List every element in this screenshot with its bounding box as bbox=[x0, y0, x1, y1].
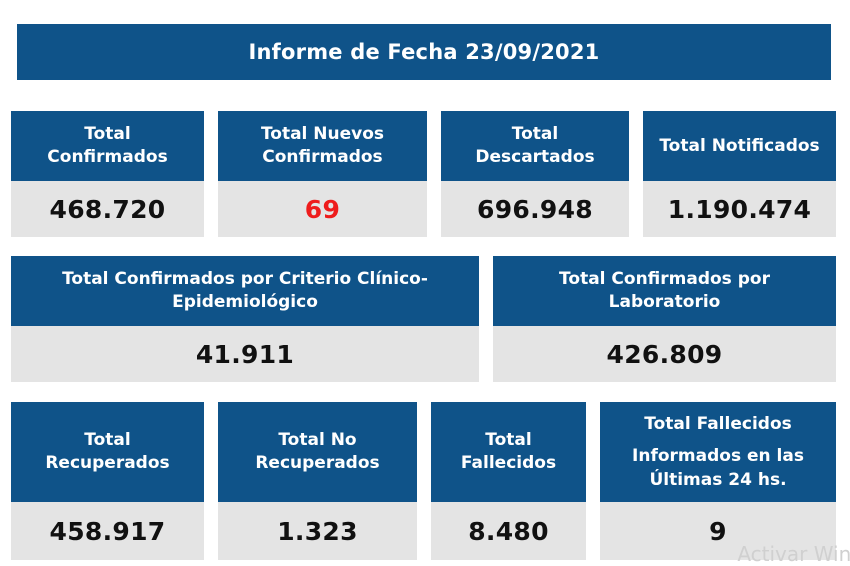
stat-card-total-nuevos-confirmados: Total Nuevos Confirmados 69 bbox=[218, 111, 427, 237]
stat-card-total-notificados: Total Notificados 1.190.474 bbox=[643, 111, 836, 237]
stat-card-confirmados-criterio-clinico: Total Confirmados por Criterio Clínico- E… bbox=[11, 256, 479, 382]
stat-card-total-recuperados: Total Recuperados 458.917 bbox=[11, 402, 204, 560]
stat-card-label: Total Fallecidos Informados en las Últim… bbox=[600, 402, 836, 502]
stat-card-label: Total Confirmados por Criterio Clínico- E… bbox=[11, 256, 479, 326]
stat-card-value: 426.809 bbox=[493, 326, 836, 382]
stat-card-value: 41.911 bbox=[11, 326, 479, 382]
stat-card-value: 458.917 bbox=[11, 502, 204, 560]
stat-card-value: 9 bbox=[600, 502, 836, 560]
stat-card-label: Total Fallecidos bbox=[431, 402, 586, 502]
stat-card-total-no-recuperados: Total No Recuperados 1.323 bbox=[218, 402, 417, 560]
stat-card-total-descartados: Total Descartados 696.948 bbox=[441, 111, 629, 237]
stat-card-total-fallecidos: Total Fallecidos 8.480 bbox=[431, 402, 586, 560]
stat-card-confirmados-laboratorio: Total Confirmados por Laboratorio 426.809 bbox=[493, 256, 836, 382]
stat-card-label: Total Confirmados por Laboratorio bbox=[493, 256, 836, 326]
stat-card-label: Total Nuevos Confirmados bbox=[218, 111, 427, 181]
stat-card-label: Total Descartados bbox=[441, 111, 629, 181]
stat-card-value: 69 bbox=[218, 181, 427, 237]
stat-card-value: 1.190.474 bbox=[643, 181, 836, 237]
activate-windows-watermark: Activar Wind bbox=[737, 542, 850, 566]
stat-card-label: Total Recuperados bbox=[11, 402, 204, 502]
report-title: Informe de Fecha 23/09/2021 bbox=[17, 24, 831, 80]
stat-card-label: Total Notificados bbox=[643, 111, 836, 181]
stat-card-value: 8.480 bbox=[431, 502, 586, 560]
stat-card-total-confirmados: Total Confirmados 468.720 bbox=[11, 111, 204, 237]
stat-card-value: 696.948 bbox=[441, 181, 629, 237]
stat-card-value: 468.720 bbox=[11, 181, 204, 237]
stat-card-label: Total No Recuperados bbox=[218, 402, 417, 502]
stat-card-fallecidos-ultimas-24hs: Total Fallecidos Informados en las Últim… bbox=[600, 402, 836, 560]
stat-card-value: 1.323 bbox=[218, 502, 417, 560]
stat-card-label: Total Confirmados bbox=[11, 111, 204, 181]
